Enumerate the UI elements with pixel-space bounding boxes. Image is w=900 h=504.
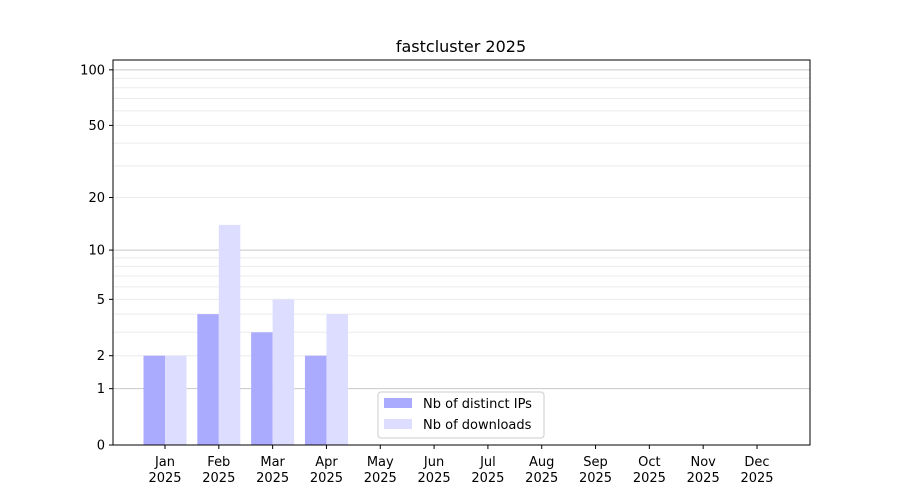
bar-downloads [272, 299, 295, 445]
bar-distinct-ips [197, 314, 219, 445]
x-axis: Jan2025Feb2025Mar2025Apr2025May2025Jun20… [148, 445, 774, 486]
bar-distinct-ips [143, 355, 165, 445]
x-tick-label: Jul [479, 455, 496, 470]
x-tick-label: 2025 [633, 471, 666, 486]
x-tick-label: 2025 [364, 471, 397, 486]
legend-swatch [384, 419, 412, 429]
x-tick-label: Aug [529, 455, 554, 470]
x-tick-label: 2025 [471, 471, 504, 486]
axes-frame [112, 59, 811, 446]
x-tick-label: Nov [690, 455, 716, 470]
y-axis: 0 1 2 5 10 20 50 100 [80, 63, 113, 454]
y-tick-label: 5 [97, 293, 105, 308]
x-tick-label: Mar [260, 455, 285, 470]
y-tick-label: 2 [97, 349, 105, 364]
bar-downloads [165, 355, 187, 445]
x-tick-label: 2025 [687, 471, 720, 486]
bars [143, 224, 348, 445]
x-tick-label: 2025 [418, 471, 451, 486]
chart-title: fastcluster 2025 [396, 37, 526, 56]
legend: Nb of distinct IPs Nb of downloads [377, 391, 545, 439]
y-tick-label: 0 [97, 439, 105, 454]
x-tick-label: Feb [207, 455, 230, 470]
legend-box [377, 391, 545, 439]
x-tick-label: Jan [154, 455, 175, 470]
y-tick-label: 20 [88, 191, 105, 206]
x-tick-label: 2025 [256, 471, 289, 486]
legend-label: Nb of distinct IPs [423, 397, 532, 412]
x-tick-label: 2025 [740, 471, 773, 486]
bar-distinct-ips [251, 332, 273, 445]
x-tick-label: 2025 [579, 471, 612, 486]
x-tick-label: 2025 [310, 471, 343, 486]
x-tick-label: Apr [315, 455, 338, 470]
y-tick-label: 1 [97, 382, 105, 397]
bar-distinct-ips [304, 355, 327, 445]
x-tick-label: 2025 [525, 471, 558, 486]
y-tick-label: 100 [80, 63, 105, 78]
x-tick-label: May [367, 455, 394, 470]
x-tick-label: Dec [744, 455, 769, 470]
bar-downloads [326, 314, 348, 445]
x-tick-label: Jun [423, 455, 444, 470]
x-tick-label: 2025 [148, 471, 181, 486]
legend-swatch [384, 398, 412, 408]
legend-label: Nb of downloads [423, 418, 532, 433]
bar-downloads [218, 224, 241, 445]
x-tick-label: 2025 [202, 471, 235, 486]
y-tick-label: 10 [88, 244, 105, 259]
x-tick-label: Oct [638, 455, 660, 470]
x-tick-label: Sep [583, 455, 608, 470]
y-tick-label: 50 [88, 119, 105, 134]
